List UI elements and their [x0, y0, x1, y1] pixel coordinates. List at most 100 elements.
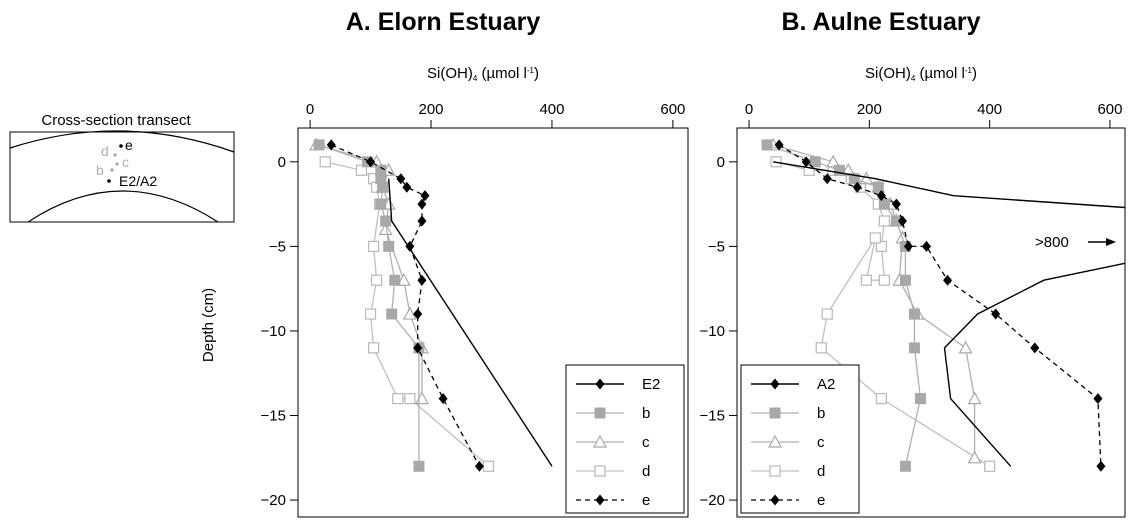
legend-label-e: e — [642, 492, 650, 509]
series-line-e — [778, 144, 1102, 467]
series-b — [313, 139, 425, 472]
data-point-d — [875, 393, 887, 405]
series-E2 — [388, 178, 553, 467]
data-point-e — [420, 190, 430, 202]
inset-label-b: b — [96, 162, 104, 178]
data-point-d — [367, 342, 380, 354]
data-point-e — [903, 240, 913, 252]
data-point-b — [386, 308, 398, 320]
data-point-c — [967, 450, 982, 464]
series-A2 — [772, 161, 1125, 467]
legend-marker-b — [594, 407, 606, 419]
data-point-b — [899, 460, 911, 472]
inset-point-d — [113, 153, 117, 157]
data-point-e — [1093, 393, 1103, 405]
plot-frame — [297, 127, 689, 518]
data-point-c — [414, 391, 429, 405]
data-point-e — [417, 215, 427, 227]
y-tick-label: −15 — [700, 408, 725, 425]
data-point-b — [908, 342, 920, 354]
data-point-b — [383, 240, 395, 252]
annotation-gt800: >800 — [1035, 234, 1069, 251]
legend-marker-d — [769, 465, 781, 477]
series-e — [774, 139, 1106, 472]
data-point-b — [761, 139, 773, 151]
x-tick-label: 400 — [977, 101, 1002, 118]
data-point-e — [438, 393, 448, 405]
data-point-e — [402, 181, 412, 193]
data-point-d — [815, 342, 827, 354]
data-point-e — [921, 240, 931, 252]
data-point-e — [417, 274, 427, 286]
data-point-d — [875, 240, 887, 252]
legend-label-c: c — [817, 434, 825, 451]
data-point-b — [908, 308, 920, 320]
panel-title: A. Elorn Estuary — [346, 8, 541, 36]
legend-box — [740, 364, 860, 514]
data-point-e — [413, 342, 423, 354]
data-point-c — [378, 222, 393, 236]
data-point-e — [897, 215, 907, 227]
data-point-b — [809, 156, 821, 168]
y-tick-label: −15 — [261, 408, 286, 425]
data-point-d — [404, 393, 416, 405]
inset-point-b — [110, 168, 114, 172]
inset-label-d: d — [101, 143, 109, 159]
legend-box — [565, 364, 685, 514]
data-point-e — [396, 173, 406, 185]
inset-title: Cross-section transect — [41, 112, 191, 129]
series-d — [319, 156, 495, 472]
data-point-e — [822, 173, 832, 185]
inset-frame — [9, 131, 235, 223]
data-point-e — [801, 156, 811, 168]
panel-aulne: B. Aulne Estuary Si(OH)4 (µmol l-1) 0 200 40… — [700, 8, 1126, 518]
legend-marker-c — [592, 434, 608, 448]
inset-label-c: c — [122, 154, 129, 170]
data-point-c — [396, 272, 411, 286]
data-point-e — [474, 460, 484, 472]
x-tick-label: 600 — [1097, 101, 1122, 118]
data-point-b — [375, 198, 387, 210]
data-point-c — [967, 391, 982, 405]
data-point-b — [914, 393, 926, 405]
data-point-e — [405, 240, 415, 252]
data-point-b — [878, 198, 890, 210]
data-point-c — [826, 154, 841, 168]
y-tick-label: −5 — [708, 238, 725, 255]
data-point-c — [402, 306, 417, 320]
x-axis-label: Si(OH)4 (µmol l-1) — [865, 65, 977, 83]
data-point-d — [392, 393, 404, 405]
plot-area — [309, 137, 553, 472]
series-line-b — [318, 144, 420, 467]
legend-marker-e — [595, 494, 605, 506]
inset-label-e: e — [125, 137, 133, 153]
x-tick-label: 400 — [539, 101, 564, 118]
data-point-d — [869, 232, 881, 244]
legend-label-E2: E2 — [642, 376, 660, 393]
data-point-d — [984, 460, 996, 472]
data-point-d — [878, 274, 890, 286]
plot-frame — [736, 127, 1126, 518]
data-point-b — [872, 181, 884, 193]
legend-label-d: d — [817, 463, 825, 480]
panel-title: B. Aulne Estuary — [781, 8, 980, 36]
y-axis-label: Depth (cm) — [200, 288, 217, 362]
data-point-e — [366, 156, 376, 168]
inset-upper-bank — [9, 130, 235, 153]
y-tick-label: −10 — [261, 323, 286, 340]
data-point-d — [364, 308, 377, 320]
y-tick-label: 0 — [278, 154, 286, 171]
data-point-b — [848, 173, 860, 185]
series-line-e — [331, 144, 480, 467]
y-tick-label: −10 — [700, 323, 725, 340]
legend-label-e: e — [817, 492, 825, 509]
data-point-e — [413, 308, 423, 320]
data-point-d — [860, 274, 872, 286]
legend-marker-A2 — [770, 378, 780, 390]
legend-marker-e — [770, 494, 780, 506]
y-tick-label: −20 — [700, 492, 725, 509]
legend-label-c: c — [642, 434, 650, 451]
x-axis-label: Si(OH)4 (µmol l-1) — [427, 65, 539, 83]
